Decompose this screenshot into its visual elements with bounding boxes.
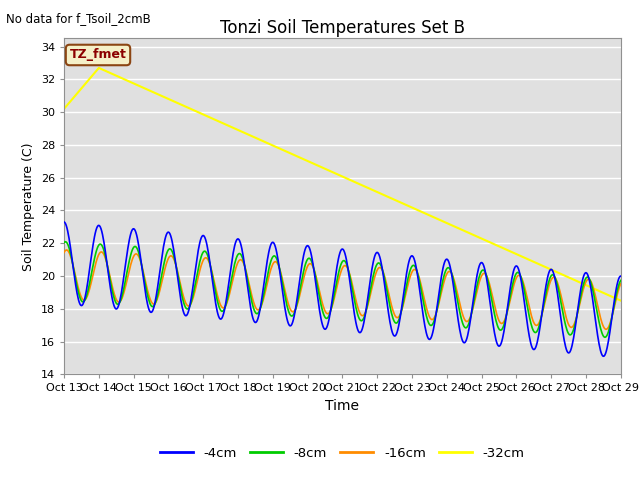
Y-axis label: Soil Temperature (C): Soil Temperature (C) <box>22 142 35 271</box>
X-axis label: Time: Time <box>325 399 360 413</box>
Text: No data for f_Tsoil_2cmB: No data for f_Tsoil_2cmB <box>6 12 151 25</box>
Title: Tonzi Soil Temperatures Set B: Tonzi Soil Temperatures Set B <box>220 19 465 37</box>
Legend: -4cm, -8cm, -16cm, -32cm: -4cm, -8cm, -16cm, -32cm <box>155 442 530 465</box>
Text: TZ_fmet: TZ_fmet <box>70 48 127 61</box>
